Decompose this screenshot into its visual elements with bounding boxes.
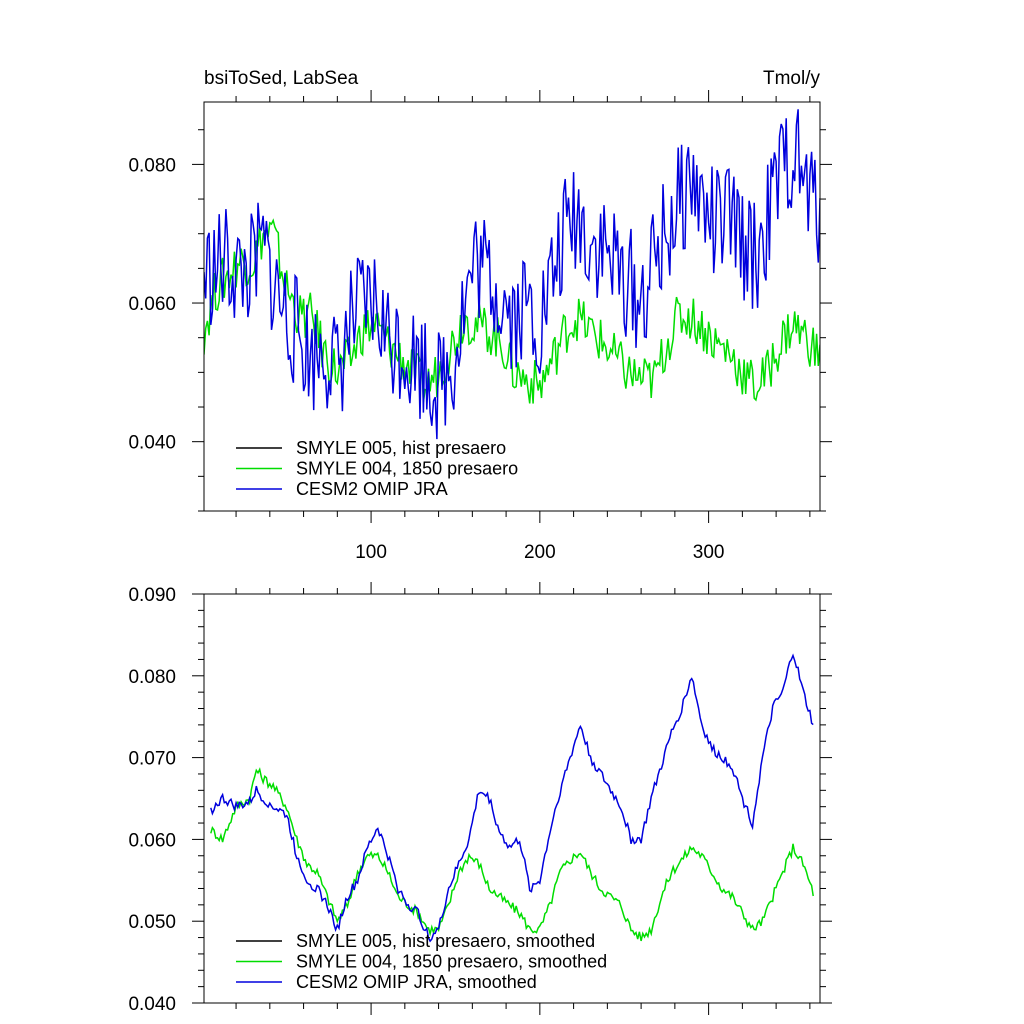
x-tick-label: 100 [355,542,387,563]
top-x-tick-labels: 100 200 300 [355,542,724,563]
chart-title: bsiToSed, LabSea [204,68,359,89]
top-y-tick-labels: 0.040 0.060 0.080 [128,155,176,453]
bottom-axis-ticks [192,582,832,1015]
legend-label-smyle-004-1850-presaero-smoothed: SMYLE 004, 1850 presaero, smoothed [296,952,607,972]
series-line-cesm2-omip-jra [204,109,820,440]
top-plot-frame [203,101,821,512]
panel-top: bsiToSed, LabSea Tmol/y 0.0400.0600.080 … [128,68,832,563]
bottom-series-lines [210,653,814,943]
chart-units: Tmol/y [763,68,821,89]
legend-label-smyle-005-hist-presaero-smoothed: SMYLE 005, hist presaero, smoothed [296,931,595,951]
x-tick-label: 300 [693,542,725,563]
series-line-cesm2-omip-jra-smoothed [210,653,814,943]
y-tick-label: 0.090 [128,585,176,606]
legend-label-smyle-004-1850-presaero: SMYLE 004, 1850 presaero [296,459,518,479]
x-tick-label: 200 [524,542,556,563]
y-tick-label: 0.040 [128,994,176,1015]
legend-label-cesm2-omip-jra-smoothed: CESM2 OMIP JRA, smoothed [296,972,537,992]
y-tick-label: 0.040 [128,433,176,454]
y-tick-label: 0.050 [128,912,176,933]
y-tick-label: 0.070 [128,749,176,770]
legend-label-cesm2-omip-jra: CESM2 OMIP JRA [296,479,448,499]
top-axis-ticks [192,90,832,523]
y-tick-label: 0.080 [128,155,176,176]
top-series-lines [204,109,820,440]
y-tick-label: 0.060 [128,294,176,315]
y-tick-label: 0.080 [128,667,176,688]
legend-label-smyle-005-hist-presaero: SMYLE 005, hist presaero [296,438,506,458]
bottom-y-tick-labels: 0.040 0.050 0.060 0.070 0.080 0.090 [128,585,176,1015]
y-tick-label: 0.060 [128,830,176,851]
bottom-plot-frame [203,593,821,1004]
bottom-legend: SMYLE 005, hist presaero, smoothedSMYLE … [236,931,607,992]
series-line-smyle-004-1850-presaero-smoothed [210,767,814,942]
panel-bottom: 0.040 0.050 0.060 0.070 0.080 0.090 SMYLE 005… [128,582,832,1015]
